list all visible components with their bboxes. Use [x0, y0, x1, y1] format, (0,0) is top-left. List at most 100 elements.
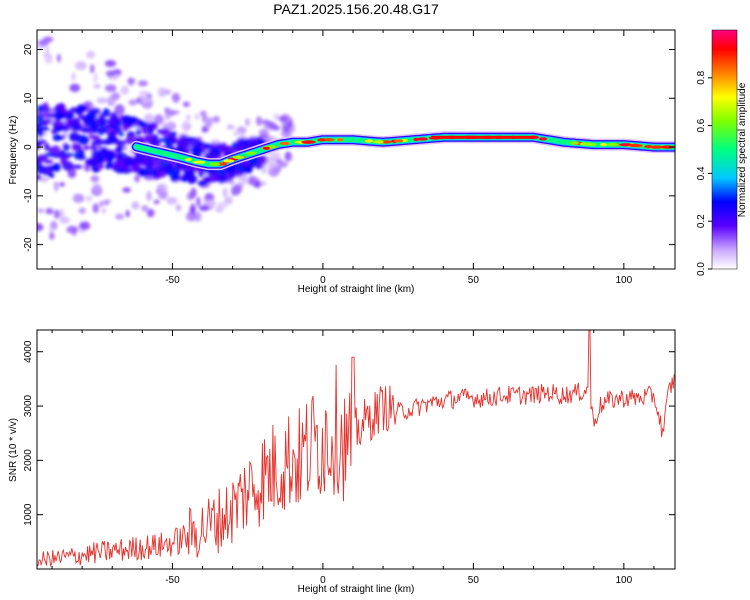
- spectrogram-blob: [248, 136, 258, 143]
- spectrogram-hotspot: [380, 140, 392, 144]
- spectrogram-blob: [104, 163, 113, 170]
- spectrogram-blob: [37, 127, 44, 132]
- spectrogram-blob: [278, 116, 287, 122]
- spectrogram-blob: [232, 141, 238, 148]
- snr-x-ticks: -50 0 50 100: [51, 330, 655, 586]
- spectrogram-blob: [80, 126, 93, 134]
- spectrogram-blob: [233, 130, 242, 137]
- spectrogram-blob: [138, 90, 150, 98]
- spectrogram-blob: [157, 137, 168, 143]
- spectrogram-hotspot: [192, 160, 206, 164]
- spectrogram-blob: [289, 126, 295, 132]
- spectrogram-blob: [184, 124, 192, 130]
- spectrogram-blob: [244, 118, 250, 126]
- spectrogram-blob: [96, 163, 105, 170]
- spectrogram-blob: [96, 97, 108, 104]
- spectrogram-blob: [128, 81, 134, 86]
- spectrogram-blob: [190, 187, 197, 198]
- spectrogram-blob: [199, 110, 207, 117]
- spectrogram-blob: [168, 131, 178, 137]
- spectrogram-blob: [37, 104, 45, 113]
- colorbar-tick-label: 0.0: [696, 262, 707, 276]
- spectrogram-blob: [253, 181, 262, 189]
- spectrogram-blob: [123, 157, 136, 167]
- spectrogram-blob: [70, 118, 79, 126]
- snr-y-tick-label: 1000: [23, 503, 34, 526]
- spectrogram-blob: [138, 121, 148, 128]
- colorbar-tick-label: 0.2: [696, 214, 707, 228]
- spectrogram-blob: [258, 155, 266, 163]
- spectrogram-blob: [68, 131, 80, 142]
- spectrogram-blob: [212, 147, 219, 155]
- spectrogram-blob: [56, 53, 61, 63]
- spectrogram-blob: [183, 136, 194, 142]
- spectrogram-blob: [104, 151, 116, 162]
- spectrogram-blob: [137, 80, 148, 87]
- spectrogram-hotspot: [245, 151, 257, 155]
- spectrogram-blob: [59, 155, 71, 160]
- spectrogram-hotspot: [279, 141, 290, 146]
- spectrogram-hotspot: [579, 142, 593, 146]
- spectrogram-blob: [99, 119, 110, 124]
- spectrogram-blob: [140, 126, 150, 134]
- spectrogram-blob: [122, 144, 128, 151]
- snr-x-tick-label: 50: [468, 575, 480, 586]
- spectrogram-hotspot: [223, 159, 235, 163]
- spectrogram-blob: [66, 118, 73, 127]
- spectrogram-blob: [269, 124, 274, 131]
- spectrogram-hotspot: [660, 145, 675, 149]
- spectrogram-blob: [187, 175, 195, 184]
- spectrogram-blob: [37, 122, 43, 128]
- spectrogram-blob: [49, 232, 55, 240]
- spectrogram-blob: [43, 142, 50, 151]
- spectrogram-hotspot: [569, 141, 579, 145]
- spectrogram-blob: [45, 46, 50, 54]
- spectrogram-blob: [43, 118, 52, 124]
- spectrogram-y-ticks: -20 -10 0 10 20: [23, 44, 675, 252]
- spectrogram-blob: [156, 183, 168, 193]
- spectrogram-blob: [185, 211, 198, 222]
- spectrogram-hotspot: [373, 140, 384, 144]
- spectrogram-blob: [52, 120, 63, 127]
- spectrogram-blob: [79, 221, 91, 231]
- spectrogram-frame: [36, 29, 676, 270]
- snr-y-axis-label: SNR (10 * v/v): [8, 418, 19, 482]
- spectrogram-hotspot: [413, 137, 421, 142]
- spectrogram-hotspot: [184, 157, 193, 162]
- spectrogram-blob: [59, 182, 65, 187]
- spectrogram-hotspot: [301, 140, 314, 144]
- spectrogram-blob: [208, 172, 216, 183]
- spectrogram-blob: [239, 175, 246, 187]
- spectrogram-blob: [126, 130, 136, 140]
- spectrogram-blob: [152, 159, 161, 170]
- spectrogram-blob: [166, 169, 176, 176]
- spectrogram-blob: [186, 114, 191, 121]
- spectrogram-y-tick-label: 20: [23, 44, 34, 56]
- spectrogram-blob: [99, 200, 104, 207]
- spectrogram-blob: [72, 164, 83, 169]
- colorbar-tick-label: 0.6: [696, 118, 707, 132]
- spectrogram-blob: [118, 131, 124, 137]
- spectrogram-blob: [75, 61, 87, 71]
- spectrogram-blob: [93, 84, 101, 89]
- spectrogram-blob: [59, 208, 65, 219]
- spectrogram-blob: [101, 207, 107, 214]
- spectrogram-blob: [37, 208, 45, 214]
- spectrogram-hotspot: [232, 155, 245, 159]
- spectrogram-hotspot: [538, 137, 548, 141]
- spectrogram-blob: [146, 190, 152, 202]
- snr-series-line: [37, 330, 675, 568]
- spectrogram-blob: [146, 208, 155, 218]
- spectrogram-blob: [154, 114, 164, 125]
- snr-frame: [36, 329, 676, 570]
- spectrogram-blob: [144, 166, 156, 177]
- spectrogram-blob: [90, 64, 95, 74]
- spectrogram-blob: [128, 99, 138, 106]
- spectrogram-blob: [66, 112, 75, 119]
- colorbar-ticks: 0.0 0.2 0.4 0.6 0.8: [696, 70, 712, 276]
- spectrogram-blob: [104, 60, 117, 68]
- spectrogram-blob: [122, 122, 129, 132]
- snr-panel: -50 0 50 100 1000 2000 3000 4000 Height of str…: [8, 329, 676, 595]
- spectrogram-blob: [185, 170, 196, 178]
- snr-y-tick-label: 3000: [23, 394, 34, 417]
